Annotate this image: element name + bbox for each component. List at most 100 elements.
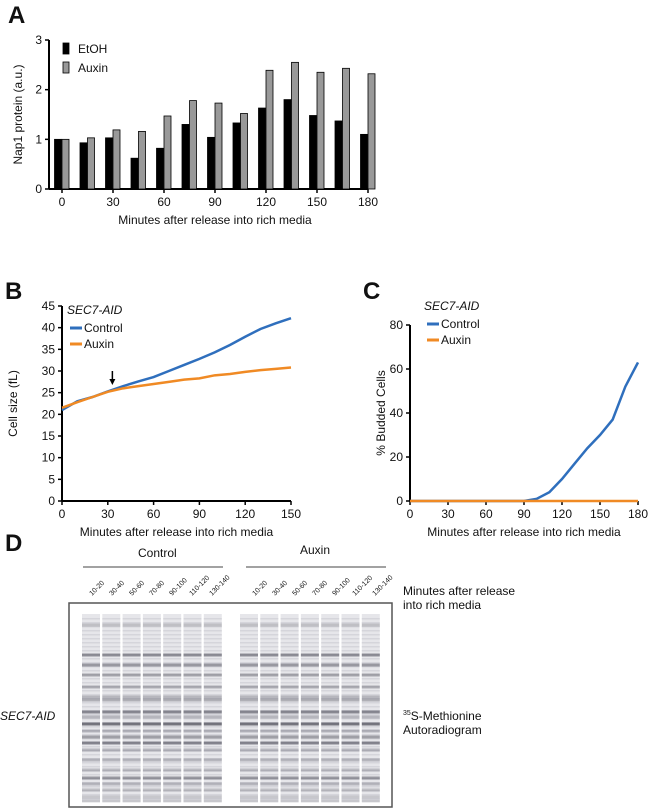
gel-faint-band [280,770,299,772]
gel-band [260,758,279,762]
gel-faint-band [122,702,141,704]
gel-band [300,735,319,739]
gel-band [163,741,182,745]
gel-faint-band [260,758,279,760]
gel-band [163,758,182,762]
gel-faint-band [341,714,360,716]
gel-band [361,768,380,772]
gel-band [102,735,121,739]
gel-band [183,695,202,699]
gel-strain-label: SEC7-AID [0,709,56,723]
gel-band [240,695,258,699]
gel-faint-band [280,766,299,768]
gel-faint-band [280,678,299,680]
label-methionine: S-Methionine [410,709,482,723]
gel-band [280,768,299,772]
gel-band [102,741,121,745]
gel-faint-band [321,658,340,660]
gel-faint-band [361,674,380,676]
gel-faint-band [240,762,258,764]
gel-faint-band [260,626,279,628]
gel-faint-band [142,650,161,652]
lane-label: 50-60 [128,580,146,598]
gel-faint-band [82,718,100,720]
gel-faint-band [341,686,360,688]
x-tick-label: 60 [147,507,161,521]
gel-faint-band [341,638,360,640]
gel-band [203,782,222,786]
gel-band [203,788,222,792]
gel-faint-band [142,714,161,716]
gel-faint-band [240,774,258,776]
gel-faint-band [341,698,360,700]
gel-band [321,722,340,726]
gel-band [183,623,202,627]
gel-faint-band [122,714,141,716]
gel-faint-band [82,622,100,624]
gel-faint-band [203,754,222,756]
gel-band [361,729,380,733]
gel-faint-band [163,622,182,624]
gel-faint-band [163,766,182,768]
y-tick-label: 20 [42,407,56,421]
gel-faint-band [361,666,380,668]
gel-faint-band [361,746,380,748]
gel-band [341,623,360,627]
gel-faint-band [260,650,279,652]
gel-faint-band [102,662,121,664]
y-tick-label: 5 [48,472,55,486]
bar-etoh [232,122,241,190]
gel-band [102,663,121,667]
gel-band [102,776,121,780]
gel-band [260,710,279,714]
gel-faint-band [280,794,299,796]
gel-faint-band [102,730,121,732]
gel-band [240,758,258,762]
gel-faint-band [321,678,340,680]
gel-band [142,653,161,657]
gel-band [102,788,121,792]
gel-faint-band [341,738,360,740]
gel-faint-band [183,770,202,772]
gel-band [280,685,299,689]
gel-band [300,799,319,803]
gel-band [260,735,279,739]
gel-faint-band [82,618,100,620]
gel-faint-band [142,786,161,788]
legend-label: Control [441,317,480,331]
gel-band [341,685,360,689]
bar-etoh [105,137,113,190]
gel-faint-band [321,666,340,668]
gel-faint-band [260,686,279,688]
gel-faint-band [122,618,141,620]
gel-band [260,729,279,733]
gel-band [203,729,222,733]
gel-faint-band [122,658,141,660]
gel-band [163,799,182,803]
gel-faint-band [122,754,141,756]
gel-faint-band [102,774,121,776]
gel-faint-band [122,786,141,788]
gel-faint-band [142,790,161,792]
gel-band [321,768,340,772]
gel-faint-band [183,758,202,760]
gel-faint-band [82,726,100,728]
x-axis-label: Minutes after release into rich media [427,525,621,539]
gel-faint-band [102,682,121,684]
gel-faint-band [240,650,258,652]
gel-faint-band [300,758,319,760]
gel-faint-band [300,674,319,676]
gel-band [321,623,340,627]
gel-band [122,788,141,792]
gel-faint-band [82,666,100,668]
gel-faint-band [142,626,161,628]
y-axis-label: Nap1 protein (a.u.) [11,64,25,164]
gel-faint-band [300,786,319,788]
gel-band [341,673,360,677]
gel-faint-band [142,782,161,784]
gel-band [142,695,161,699]
gel-band [122,776,141,780]
gel-band [321,653,340,657]
gel-faint-band [163,754,182,756]
gel-faint-band [163,786,182,788]
